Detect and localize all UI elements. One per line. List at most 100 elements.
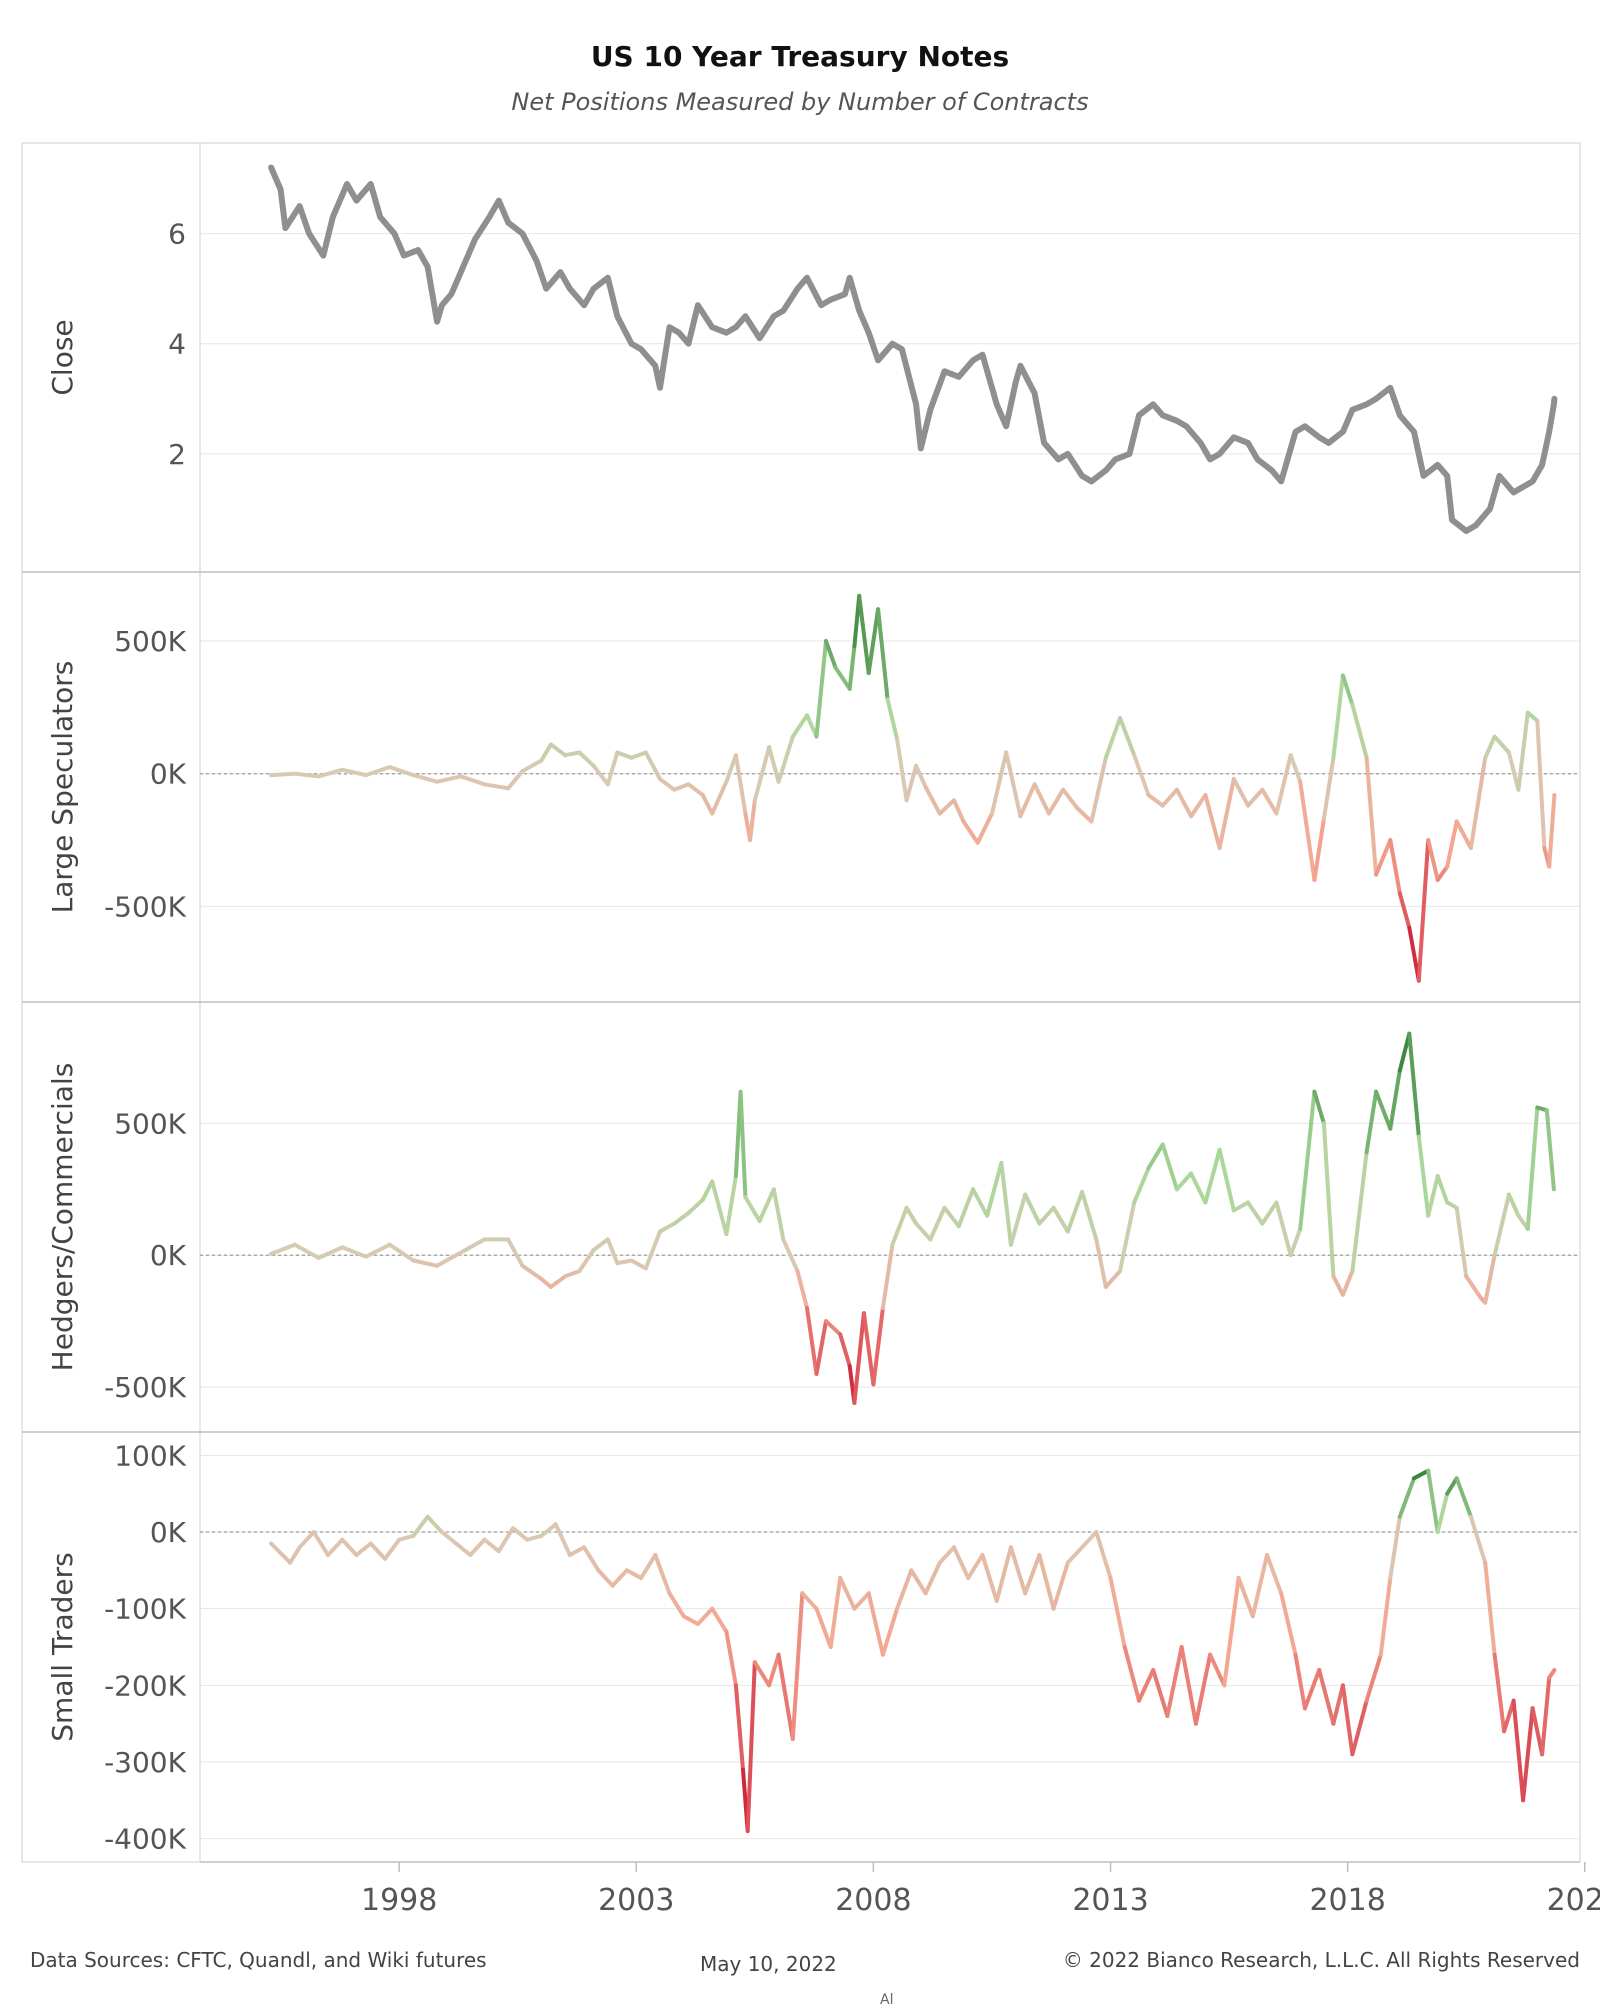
series-segment bbox=[824, 1319, 843, 1337]
series-segment bbox=[956, 1187, 975, 1229]
series-segment bbox=[1516, 710, 1530, 792]
series-segment bbox=[577, 1248, 596, 1274]
series-segment bbox=[852, 1591, 871, 1611]
panel-4: -400K -300K -200K -100K 0K 100K Small Traders bbox=[22, 1431, 1580, 1856]
series-segment bbox=[904, 1205, 919, 1226]
series-segment bbox=[1454, 1476, 1473, 1519]
series-segment bbox=[411, 1514, 430, 1538]
series-segment bbox=[745, 1660, 757, 1833]
series-segment bbox=[971, 1187, 990, 1218]
x-tick-label: 2023 bbox=[1547, 1883, 1600, 1918]
series-segment bbox=[1094, 1237, 1108, 1289]
series-segment bbox=[1260, 1200, 1279, 1226]
series-segment bbox=[914, 1221, 933, 1242]
series-segment bbox=[1397, 1031, 1412, 1073]
series-segment bbox=[1364, 755, 1379, 877]
series-segment bbox=[496, 1526, 515, 1554]
series-segment bbox=[1426, 1468, 1440, 1534]
series-segment bbox=[838, 1332, 852, 1368]
series-segment bbox=[824, 639, 838, 670]
series-segment bbox=[814, 1606, 833, 1649]
series-segment bbox=[852, 1311, 866, 1405]
series-segment bbox=[411, 1258, 440, 1268]
y-tick-label: 500K bbox=[114, 1107, 186, 1140]
series-segment bbox=[890, 1205, 909, 1247]
series-segment bbox=[1388, 838, 1402, 896]
series-segment bbox=[387, 765, 416, 778]
series-segment bbox=[937, 1545, 956, 1565]
series-segment bbox=[1544, 1108, 1556, 1192]
y-tick-label: 500K bbox=[114, 625, 186, 658]
series-segment bbox=[1506, 1192, 1521, 1218]
series-segment bbox=[629, 750, 648, 760]
series-segment bbox=[316, 1245, 345, 1260]
series-segment bbox=[990, 750, 1009, 816]
series-segment bbox=[368, 1541, 387, 1561]
series-segment bbox=[1103, 1269, 1122, 1289]
series-segment bbox=[1065, 1545, 1085, 1565]
series-segment bbox=[605, 750, 620, 787]
series-segment bbox=[1288, 1226, 1303, 1258]
series-segment bbox=[1203, 793, 1222, 850]
series-segment bbox=[1521, 1706, 1535, 1803]
series-segment bbox=[1246, 1200, 1265, 1226]
series-segment bbox=[871, 1306, 885, 1387]
series-segment bbox=[1426, 1174, 1440, 1218]
series-segment bbox=[525, 1533, 544, 1542]
series-segment bbox=[1051, 1560, 1070, 1611]
series-segment bbox=[1250, 1553, 1269, 1619]
series-segment bbox=[1265, 1553, 1284, 1596]
x-tick-label: 2003 bbox=[598, 1883, 674, 1918]
series-segment bbox=[563, 750, 582, 758]
series-segment bbox=[1445, 1476, 1459, 1496]
series-segment bbox=[952, 1545, 971, 1580]
series-segment bbox=[1008, 1192, 1028, 1247]
series-segment bbox=[1525, 710, 1540, 723]
series-segment bbox=[1279, 1591, 1298, 1657]
series-segment bbox=[1378, 1576, 1393, 1657]
series-segment bbox=[340, 1245, 368, 1259]
series-segment bbox=[833, 665, 852, 691]
footer-date: May 10, 2022 bbox=[700, 1952, 837, 1976]
series-segment bbox=[814, 1319, 828, 1376]
series-segment bbox=[1492, 1652, 1507, 1734]
series-segment bbox=[1454, 1205, 1469, 1279]
series-segment bbox=[1122, 1645, 1141, 1703]
y-tick-label: 0K bbox=[150, 1239, 187, 1272]
series-segment bbox=[435, 774, 463, 784]
series-segment bbox=[1089, 755, 1108, 824]
y-tick-label: 4 bbox=[168, 328, 186, 361]
series-segment bbox=[1364, 1089, 1379, 1155]
series-segment bbox=[458, 774, 487, 787]
series-segment bbox=[1350, 1698, 1369, 1757]
series-segment bbox=[1312, 1089, 1326, 1126]
series-segment bbox=[1321, 1121, 1336, 1279]
series-segment bbox=[923, 785, 942, 816]
series-segment bbox=[340, 767, 368, 778]
series-segment bbox=[411, 773, 440, 784]
series-segment bbox=[1374, 1089, 1393, 1131]
series-segment bbox=[615, 750, 634, 760]
series-segment bbox=[790, 713, 809, 739]
y-tick-label: -200K bbox=[104, 1669, 187, 1702]
close-series-line bbox=[268, 164, 1558, 534]
series-segment bbox=[539, 1522, 558, 1538]
series-segment bbox=[700, 793, 715, 816]
series-segment bbox=[952, 798, 966, 824]
series-segment bbox=[942, 1205, 961, 1229]
series-segment bbox=[1416, 1134, 1431, 1218]
series-segment bbox=[582, 1545, 601, 1573]
series-segment bbox=[1208, 1652, 1227, 1688]
series-segment bbox=[800, 1591, 819, 1611]
series-segment bbox=[539, 742, 553, 763]
series-segment bbox=[880, 1606, 900, 1657]
series-segment bbox=[1388, 1514, 1402, 1580]
series-segment bbox=[506, 1237, 525, 1268]
series-segment bbox=[1331, 673, 1345, 760]
series-segment bbox=[672, 1211, 691, 1226]
series-segment bbox=[781, 1237, 800, 1274]
series-segment bbox=[548, 742, 568, 758]
series-segment bbox=[425, 1514, 444, 1534]
series-segment bbox=[458, 1237, 487, 1255]
series-segment bbox=[937, 798, 956, 816]
